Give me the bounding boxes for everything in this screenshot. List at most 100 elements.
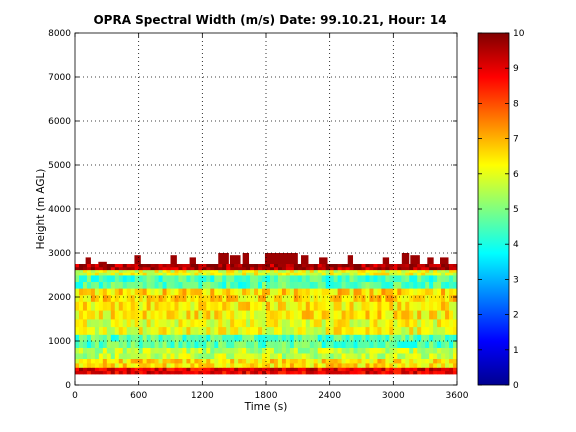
heat-cell-band-7	[297, 281, 303, 289]
heat-cell-band-5	[138, 310, 144, 320]
heat-cell-band-4	[122, 326, 128, 335]
heat-spike	[229, 255, 241, 264]
heat-cell-band-9	[114, 266, 120, 271]
heat-cell-band-2	[118, 347, 124, 354]
heat-cell-band-9	[170, 266, 175, 271]
heat-cell-band-0	[186, 370, 191, 375]
heat-cell-band-6	[273, 288, 279, 296]
heat-cell-band-7	[429, 281, 434, 289]
y-tick-label: 7000	[48, 73, 71, 83]
heat-cell-band-2	[214, 353, 219, 359]
heat-cell-band-6	[433, 294, 438, 302]
heat-cell-band-6	[254, 288, 259, 296]
heat-cell-band-6	[453, 288, 458, 296]
heat-cell-band-1	[250, 363, 255, 368]
heat-cell-band-6	[269, 294, 275, 302]
heat-cell-band-9	[118, 266, 124, 271]
heat-cell-band-6	[381, 288, 386, 296]
heat-cell-band-3	[273, 341, 279, 348]
heat-cell-band-6	[333, 288, 339, 296]
heat-cell-band-8	[393, 272, 398, 276]
heat-cell-band-6	[254, 294, 259, 302]
heat-cell-band-8	[90, 272, 96, 276]
heat-cell-band-0	[381, 367, 386, 372]
heat-cell-band-8	[82, 269, 88, 273]
heat-cell-band-9	[146, 264, 152, 268]
heat-cell-band-2	[345, 353, 350, 359]
heat-cell-band-7	[345, 281, 350, 289]
heat-cell-band-4	[134, 326, 140, 335]
heat-cell-band-5	[333, 310, 339, 320]
heat-cell-band-6	[433, 288, 438, 296]
heat-cell-band-3	[114, 334, 120, 342]
heat-cell-band-8	[162, 272, 167, 276]
heat-cell-band-6	[269, 288, 275, 296]
heat-cell-band-4	[134, 319, 140, 328]
heat-cell-band-3	[393, 341, 398, 348]
heat-cell-band-1	[353, 358, 358, 364]
heat-cell-band-8	[266, 269, 271, 273]
heat-cell-band-6	[194, 288, 199, 296]
heat-cell-band-0	[78, 367, 84, 372]
heat-cell-band-6	[170, 294, 175, 302]
y-tick-label: 1000	[48, 337, 71, 347]
heat-cell-band-2	[134, 353, 140, 359]
heat-cell-band-5	[317, 310, 323, 320]
heat-cell-band-1	[178, 363, 183, 368]
heat-cell-band-5	[94, 301, 100, 311]
heat-cell-band-7	[409, 281, 414, 289]
heat-cell-band-5	[262, 301, 267, 311]
heat-cell-band-3	[449, 334, 454, 342]
heat-cell-band-3	[238, 334, 243, 342]
heat-cell-band-0	[445, 370, 450, 375]
heat-cell-band-8	[146, 269, 152, 273]
heat-cell-band-8	[433, 269, 438, 273]
heat-cell-band-9	[377, 264, 382, 268]
heat-cell-band-3	[445, 341, 450, 348]
heat-cell-band-7	[178, 281, 183, 289]
heat-cell-band-1	[174, 358, 179, 364]
heat-cell-band-9	[413, 264, 418, 268]
heat-cell-band-1	[369, 363, 374, 368]
heat-cell-band-6	[405, 288, 410, 296]
heat-cell-band-1	[329, 358, 335, 364]
heat-cell-band-2	[401, 347, 406, 354]
heat-cell-band-7	[389, 281, 394, 289]
heat-cell-band-8	[246, 272, 251, 276]
heat-cell-band-2	[75, 353, 80, 359]
heat-cell-band-6	[110, 294, 116, 302]
heat-cell-band-4	[317, 326, 323, 335]
heat-cell-band-0	[146, 370, 152, 375]
heat-cell-band-7	[309, 281, 315, 289]
heat-cell-band-6	[146, 288, 152, 296]
heat-cell-band-0	[122, 370, 128, 375]
heat-cell-band-5	[218, 310, 223, 320]
heat-cell-band-8	[262, 269, 267, 273]
heat-cell-band-6	[230, 288, 235, 296]
heat-cell-band-6	[150, 294, 155, 302]
heat-cell-band-0	[162, 370, 167, 375]
heat-cell-band-6	[190, 294, 195, 302]
heat-cell-band-5	[445, 310, 450, 320]
heat-cell-band-2	[142, 353, 148, 359]
heat-cell-band-3	[453, 341, 458, 348]
heat-cell-band-0	[373, 370, 378, 375]
heat-cell-band-0	[218, 370, 223, 375]
heat-cell-band-8	[250, 269, 255, 273]
heat-cell-band-6	[329, 294, 335, 302]
heat-cell-band-1	[206, 358, 211, 364]
heat-cell-band-5	[198, 310, 203, 320]
heat-cell-band-0	[246, 370, 251, 375]
heat-cell-band-3	[337, 334, 343, 342]
heat-cell-band-6	[301, 294, 307, 302]
heat-cell-band-6	[317, 288, 323, 296]
heat-cell-band-9	[266, 266, 271, 271]
heat-cell-band-1	[429, 358, 434, 364]
heat-cell-band-1	[246, 363, 251, 368]
heat-cell-band-4	[150, 326, 155, 335]
heat-cell-band-2	[98, 347, 104, 354]
heat-cell-band-0	[329, 367, 335, 372]
heat-cell-band-8	[325, 269, 331, 273]
heat-cell-band-3	[198, 334, 203, 342]
heat-cell-band-4	[162, 326, 167, 335]
